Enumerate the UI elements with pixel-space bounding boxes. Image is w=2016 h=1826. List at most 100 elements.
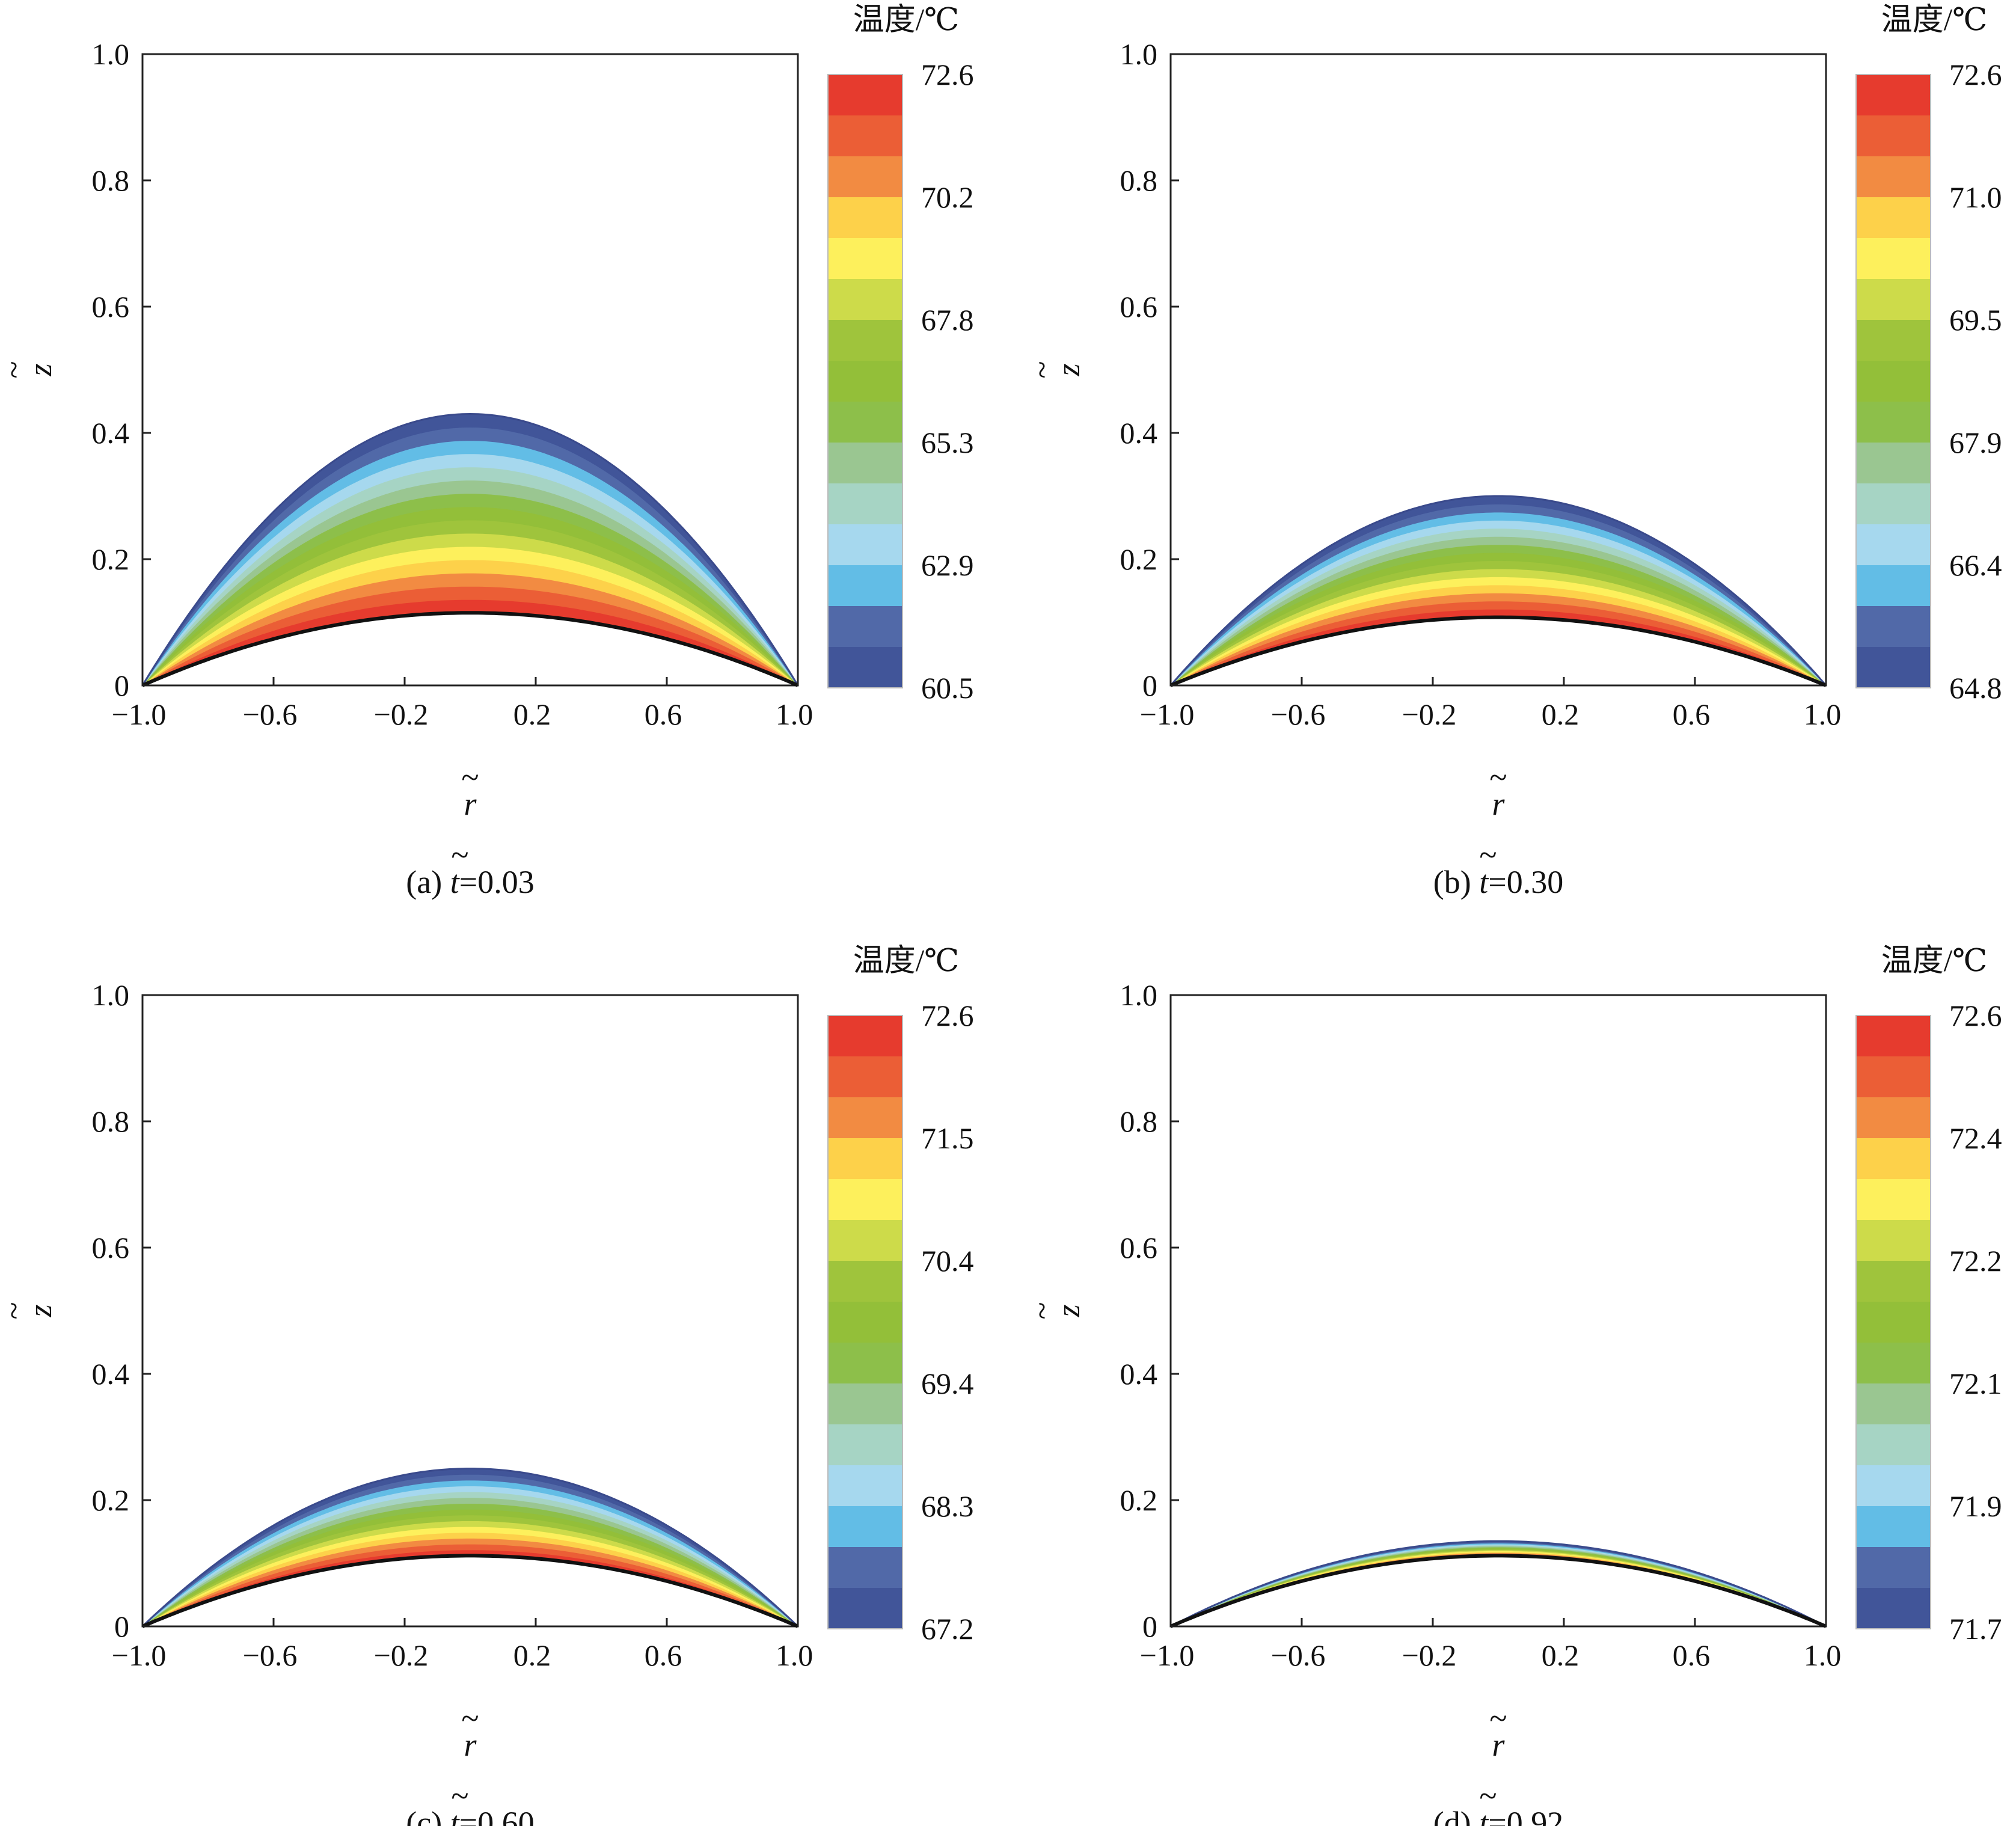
colorbar-tick-label: 72.6: [921, 58, 974, 91]
substrate-line: [1169, 1554, 1827, 1628]
y-axis-label: z: [1050, 363, 1086, 376]
colorbar-swatch-14: [1856, 606, 1931, 648]
caption-value: =0.03: [459, 864, 535, 900]
colorbar-tick-label: 69.4: [921, 1367, 974, 1400]
x-axis-tilde: ~: [1489, 759, 1507, 795]
y-tick-label: 0.8: [92, 1104, 130, 1138]
colorbar-swatch-11: [828, 1424, 902, 1466]
colorbar-swatch-3: [1856, 156, 1931, 198]
colorbar-frame: [1855, 74, 1931, 688]
colorbar-swatch-7: [828, 320, 902, 361]
colorbar-swatch-10: [828, 443, 902, 484]
x-tick-label: 0.2: [513, 1638, 551, 1672]
y-axis-label: z: [22, 363, 58, 376]
x-tick-label: −0.2: [374, 697, 429, 731]
x-tick-label: 0.6: [645, 697, 682, 731]
colorbar-swatch-1: [828, 75, 902, 116]
plot-frame: [1169, 994, 1827, 1628]
x-axis-label: r: [464, 786, 477, 822]
colorbar-swatch-13: [828, 1506, 902, 1548]
caption-prefix: (a): [406, 864, 450, 900]
colorbar-swatch-9: [828, 402, 902, 443]
colorbar-tick-label: 70.4: [921, 1244, 974, 1278]
colorbar-tick-label: 60.5: [921, 671, 974, 705]
colorbar-swatch-7: [1856, 320, 1931, 361]
caption-value: =0.60: [459, 1805, 535, 1826]
colorbar-tick-label: 67.8: [921, 303, 974, 337]
colorbar-tick-label: 72.2: [1949, 1244, 2002, 1278]
y-tick-label: 1.0: [1120, 37, 1158, 71]
colorbar-swatch-3: [1856, 1097, 1931, 1139]
y-tick-label: 0: [114, 669, 129, 702]
x-tick-label: 1.0: [1804, 697, 1842, 731]
colorbar-swatch-1: [1856, 75, 1931, 116]
colorbar-tick-label: 69.5: [1949, 303, 2002, 337]
x-tick-label: 0.6: [1673, 1638, 1711, 1672]
droplet-surface: [1170, 1540, 1827, 1628]
x-tick-label: −0.2: [1402, 697, 1457, 731]
x-axis-label: r: [1492, 1727, 1505, 1763]
colorbar-frame: [1855, 1015, 1931, 1629]
colorbar-title: 温度/℃: [1881, 3, 1988, 37]
colorbar-swatch-3: [828, 1097, 902, 1139]
colorbar-swatch-12: [828, 524, 902, 566]
colorbar-tick-label: 71.9: [1949, 1489, 2002, 1523]
y-tick-label: 0.8: [92, 164, 130, 197]
y-axis-label-group: z~: [0, 361, 58, 378]
colorbar-swatch-15: [828, 1588, 902, 1629]
x-tick-label: 0.2: [1542, 1638, 1579, 1672]
panel-caption: (c) t=0.60: [406, 1805, 534, 1826]
y-tick-label: 1.0: [92, 37, 130, 71]
colorbar-swatch-6: [1856, 1220, 1931, 1261]
colorbar-swatch-13: [828, 565, 902, 607]
panel-b: −1.0 −0.6 −0.2 0.2 0.6 1.000.20.40.60.81.0r~z…: [1024, 3, 2002, 900]
colorbar-swatch-5: [828, 1179, 902, 1221]
colorbar-swatch-7: [1856, 1261, 1931, 1302]
x-tick-label: −0.2: [374, 1638, 429, 1672]
y-tick-label: 0.8: [1120, 1104, 1158, 1138]
colorbar-swatch-5: [1856, 238, 1931, 280]
colorbar-swatch-11: [1856, 1424, 1931, 1466]
colorbar-tick-label: 65.3: [921, 426, 974, 459]
colorbar-title: 温度/℃: [853, 3, 960, 37]
y-tick-label: 0.2: [92, 542, 130, 576]
x-tick-label: 1.0: [776, 1638, 813, 1672]
y-tick-label: 0.8: [1120, 164, 1158, 197]
y-axis-tilde: ~: [0, 361, 32, 378]
colorbar-swatch-5: [1856, 1179, 1931, 1221]
colorbar-frame: [827, 74, 903, 688]
panel-caption: (b) t=0.30: [1433, 864, 1563, 900]
droplet-surface: [141, 412, 799, 686]
colorbar-swatch-6: [828, 279, 902, 320]
colorbar-swatch-13: [1856, 1506, 1931, 1548]
substrate-line: [1169, 615, 1827, 687]
colorbar-tick-label: 62.9: [921, 548, 974, 582]
y-tick-label: 0.2: [1120, 542, 1158, 576]
colorbar-tick-label: 70.2: [921, 180, 974, 214]
colorbar-swatch-10: [828, 1383, 902, 1425]
y-tick-label: 0.4: [92, 416, 130, 450]
caption-variable: t: [1479, 864, 1489, 900]
x-tick-label: 1.0: [1804, 1638, 1842, 1672]
y-tick-label: 0.4: [92, 1357, 130, 1391]
colorbar-frame: [827, 1015, 903, 1629]
caption-prefix: (d): [1433, 1805, 1479, 1826]
y-tick-label: 1.0: [92, 978, 130, 1012]
colorbar-swatch-3: [828, 156, 902, 198]
colorbar-tick-label: 67.2: [921, 1612, 974, 1646]
colorbar-tick-label: 71.5: [921, 1121, 974, 1155]
substrate-line: [141, 1554, 799, 1628]
substrate-line: [141, 611, 799, 687]
caption-variable: t: [450, 864, 461, 900]
y-tick-label: 0: [1142, 1610, 1157, 1643]
droplet-surface: [141, 1468, 799, 1628]
y-axis-label: z: [1050, 1304, 1086, 1317]
colorbar-swatch-14: [828, 1547, 902, 1589]
colorbar-swatch-2: [1856, 115, 1931, 157]
x-tick-label: −0.2: [1402, 1638, 1457, 1672]
caption-variable: t: [450, 1805, 461, 1826]
colorbar-tick-label: 71.7: [1949, 1612, 2002, 1646]
y-axis-label-group: z~: [0, 1302, 58, 1319]
colorbar-swatch-1: [1856, 1016, 1931, 1057]
panel-caption: (a) t=0.03: [406, 864, 534, 900]
